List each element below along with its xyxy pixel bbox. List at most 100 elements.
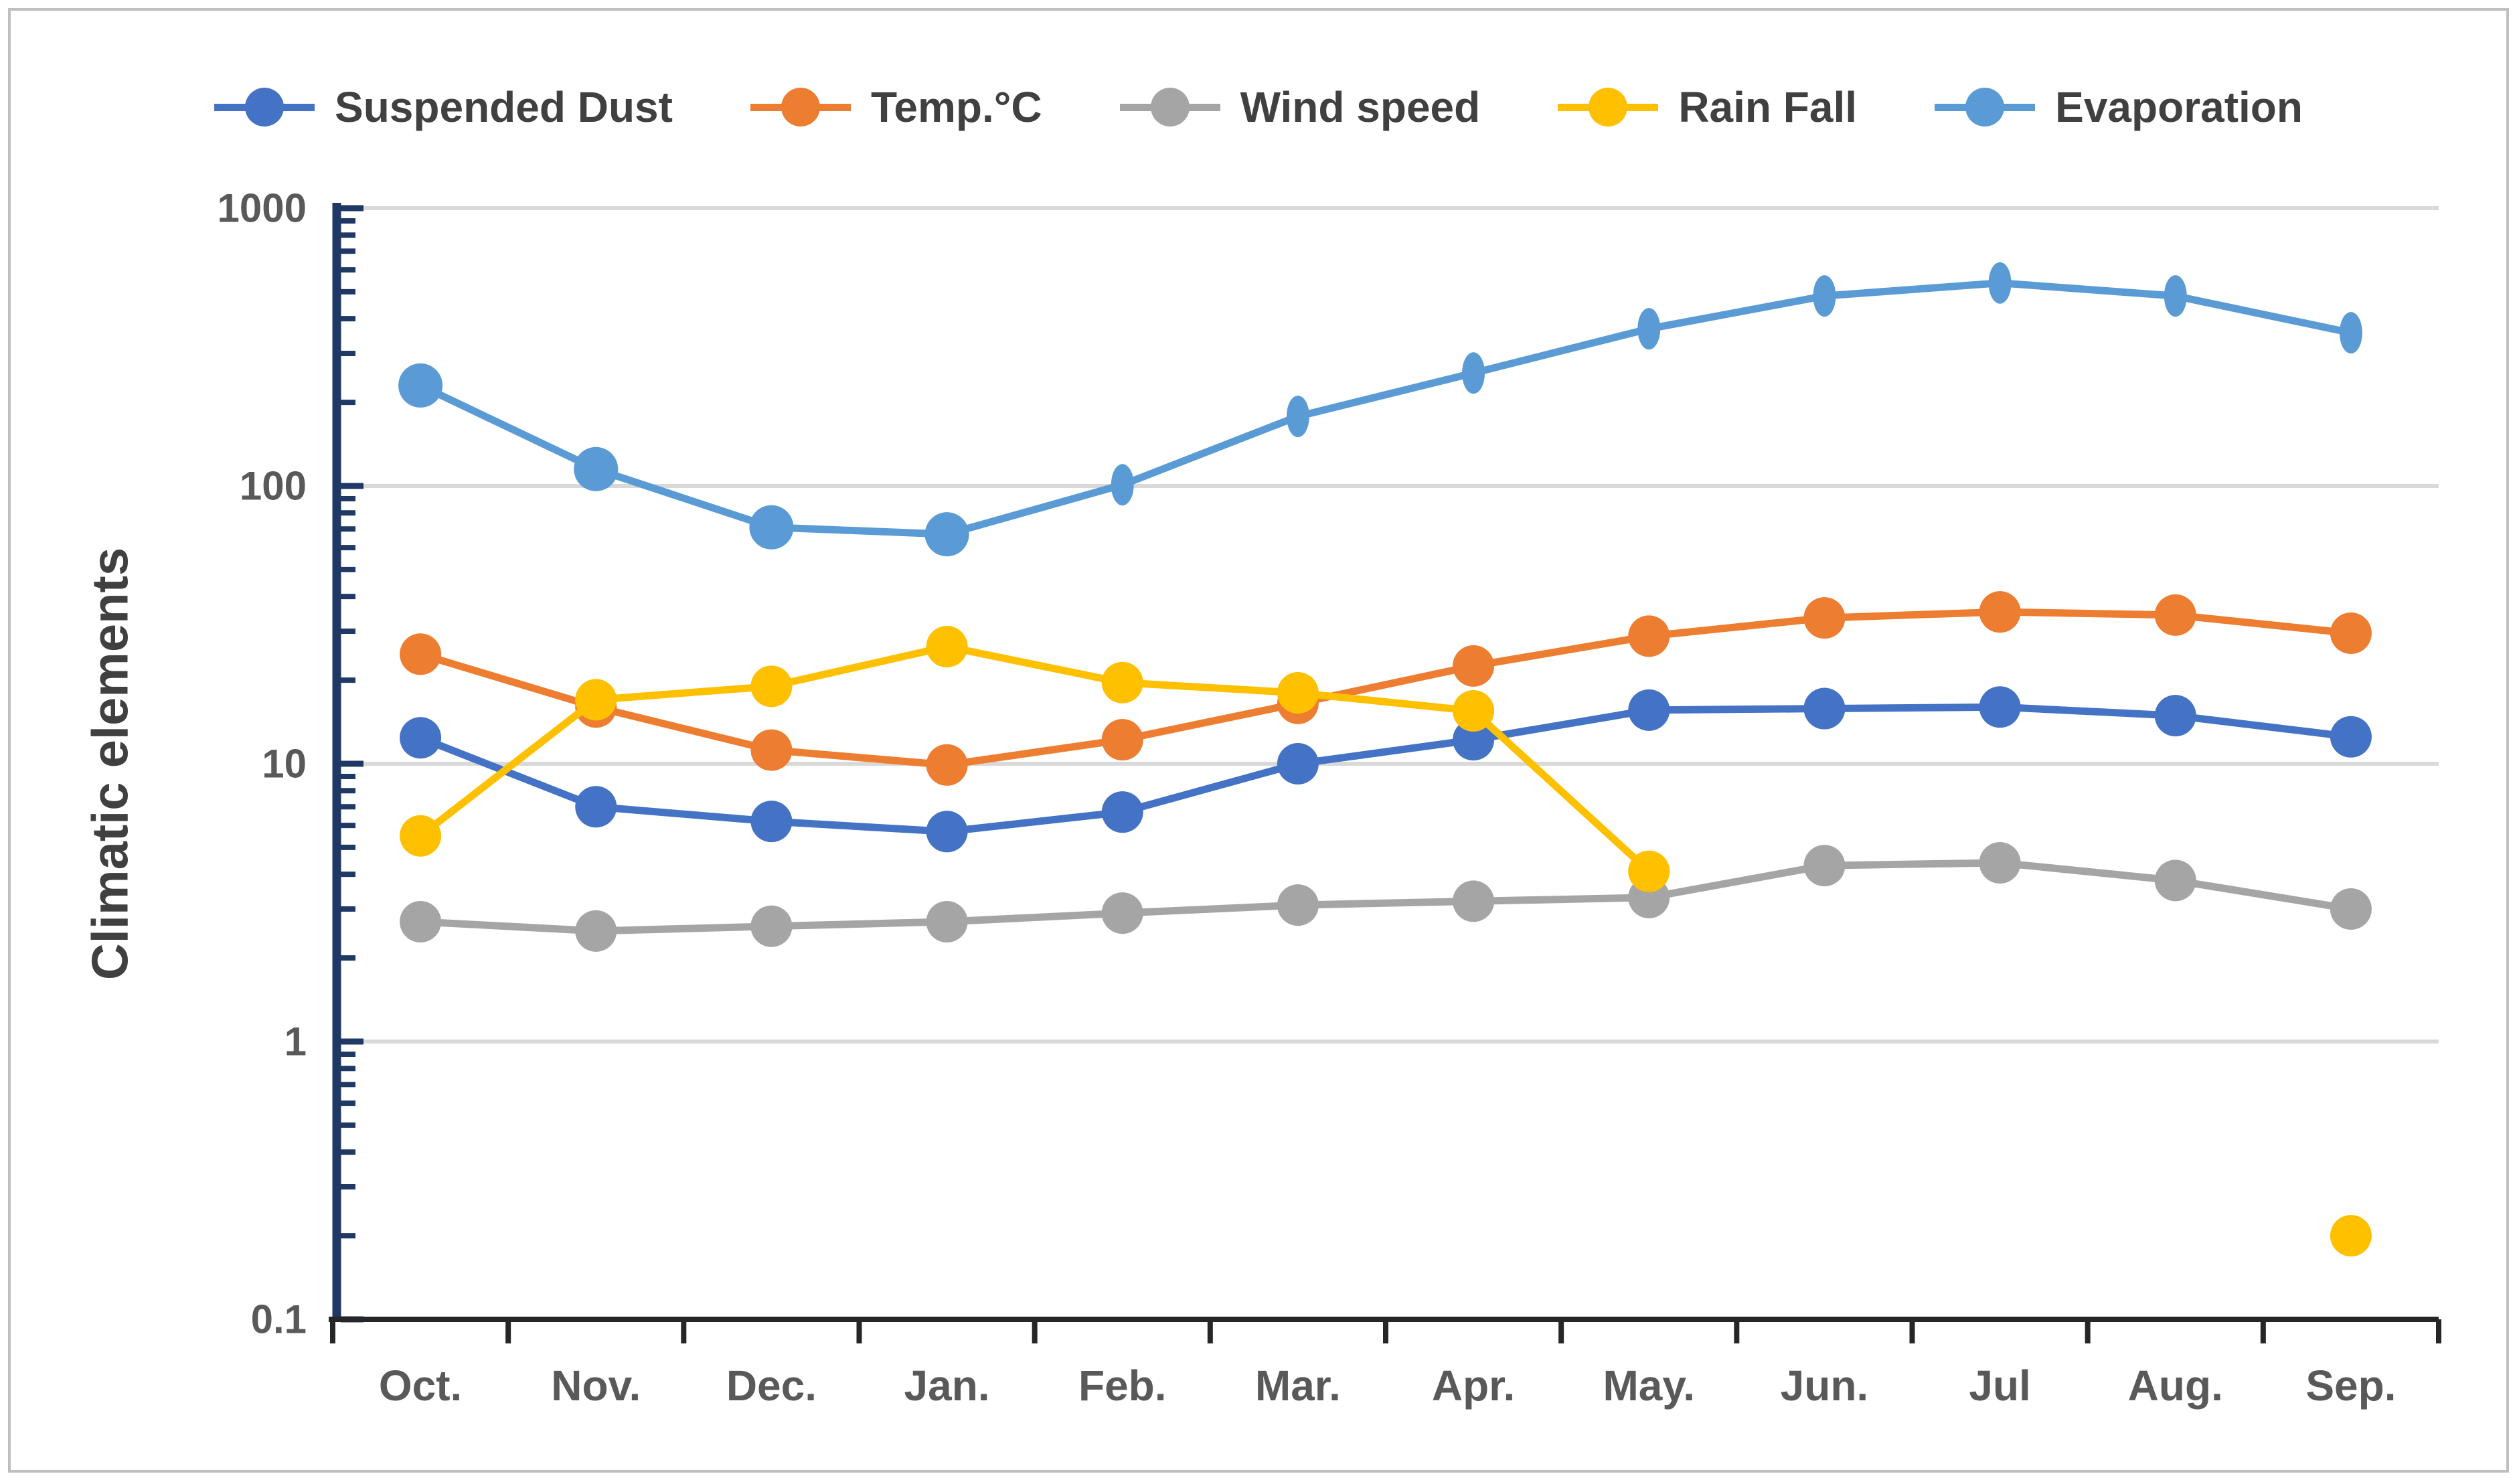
point-temp-c-10 [2155, 594, 2196, 636]
point-temp-c-0 [400, 633, 441, 675]
x-category-label: Apr. [1432, 1362, 1515, 1410]
y-tick-label: 1000 [218, 186, 307, 231]
series-line-temp-c [1649, 618, 1824, 636]
point-rain-fall-5 [1277, 672, 1319, 714]
point-rain-fall-1 [575, 679, 617, 720]
point-wind-speed-0 [400, 901, 441, 942]
point-wind-speed-4 [1102, 892, 1143, 934]
series-line-temp-c [1824, 612, 2000, 618]
point-wind-speed-2 [750, 906, 792, 947]
point-temp-c-3 [926, 744, 968, 786]
point-rain-fall-4 [1102, 662, 1143, 704]
x-category-label: Sep. [2305, 1362, 2396, 1410]
point-rain-fall-0 [400, 815, 441, 857]
series-line-suspended-dust [2176, 716, 2351, 737]
series-line-wind-speed [1824, 863, 2000, 865]
point-rain-fall-2 [750, 665, 792, 707]
x-category-label: Dec. [726, 1362, 817, 1410]
point-rain-fall-6 [1453, 690, 1494, 732]
point-rain-fall-3 [926, 626, 968, 667]
x-category-label: Feb. [1078, 1362, 1167, 1410]
point-evaporation-6 [1462, 352, 1485, 394]
point-evaporation-10 [2164, 275, 2187, 317]
series-line-evaporation [1649, 296, 1824, 329]
y-axis-title: Climatic elements [82, 548, 139, 980]
series-line-wind-speed [1649, 865, 1824, 898]
point-temp-c-7 [1628, 615, 1670, 657]
point-wind-speed-1 [575, 910, 617, 952]
series-line-temp-c [420, 654, 596, 707]
series-line-evaporation [771, 527, 947, 534]
series-line-suspended-dust [947, 812, 1123, 831]
series-line-temp-c [1473, 636, 1649, 665]
series-line-rain-fall [771, 647, 947, 686]
point-suspended-dust-11 [2330, 716, 2372, 758]
point-wind-speed-11 [2330, 888, 2372, 930]
point-evaporation-5 [1287, 396, 1309, 437]
point-evaporation-4 [1111, 464, 1134, 505]
point-evaporation-9 [1989, 262, 2012, 304]
point-evaporation-1 [574, 447, 618, 491]
series-line-evaporation [2000, 283, 2176, 296]
series-line-wind-speed [420, 922, 596, 931]
series-line-suspended-dust [2000, 707, 2176, 716]
y-tick-label: 100 [240, 464, 307, 509]
series-line-wind-speed [1473, 898, 1649, 902]
point-temp-c-6 [1453, 645, 1494, 687]
point-temp-c-4 [1102, 719, 1143, 760]
series-line-wind-speed [947, 913, 1123, 922]
series-line-wind-speed [2000, 863, 2176, 880]
series-line-evaporation [1123, 416, 1298, 485]
series-line-evaporation [947, 485, 1123, 534]
point-suspended-dust-2 [750, 801, 792, 842]
series-line-temp-c [1123, 704, 1298, 740]
point-evaporation-8 [1813, 275, 1836, 317]
point-evaporation-0 [398, 363, 442, 408]
series-line-wind-speed [1298, 901, 1473, 905]
series-line-suspended-dust [1298, 740, 1473, 764]
point-wind-speed-6 [1453, 880, 1494, 922]
point-temp-c-11 [2330, 612, 2372, 654]
x-category-label: Jul [1969, 1362, 2030, 1410]
point-temp-c-8 [1803, 597, 1845, 639]
point-evaporation-11 [2340, 312, 2362, 353]
series-line-rain-fall [1473, 711, 1649, 872]
series-line-wind-speed [771, 922, 947, 926]
x-category-label: Nov. [551, 1362, 641, 1410]
series-line-wind-speed [2176, 880, 2351, 909]
x-category-label: Aug. [2128, 1362, 2223, 1410]
series-line-temp-c [2000, 612, 2176, 615]
series-line-rain-fall [420, 699, 596, 835]
y-tick-label: 10 [262, 742, 307, 787]
series-line-rain-fall [1298, 693, 1473, 711]
series-line-wind-speed [1123, 905, 1298, 913]
point-suspended-dust-9 [1979, 686, 2021, 728]
point-wind-speed-9 [1979, 842, 2021, 884]
series-line-temp-c [2176, 615, 2351, 633]
point-temp-c-2 [750, 730, 792, 771]
point-wind-speed-5 [1277, 884, 1319, 926]
series-line-wind-speed [596, 926, 771, 931]
x-category-label: Jan. [904, 1362, 990, 1410]
y-tick-label: 0.1 [251, 1297, 307, 1342]
point-suspended-dust-0 [400, 717, 441, 758]
point-suspended-dust-3 [926, 811, 968, 852]
x-category-label: Oct. [379, 1362, 462, 1410]
point-evaporation-3 [925, 512, 969, 556]
series-line-rain-fall [947, 647, 1123, 683]
y-tick-label: 1 [285, 1019, 307, 1064]
series-line-temp-c [947, 740, 1123, 765]
x-category-label: Jun. [1781, 1362, 1869, 1410]
series-line-suspended-dust [1123, 764, 1298, 812]
point-evaporation-7 [1637, 308, 1660, 349]
series-line-evaporation [2176, 296, 2351, 333]
point-wind-speed-3 [926, 901, 968, 942]
x-category-label: Mar. [1255, 1362, 1341, 1410]
point-rain-fall-7 [1628, 851, 1670, 892]
series-line-evaporation [420, 386, 596, 469]
x-category-label: May. [1603, 1362, 1695, 1410]
series-line-suspended-dust [596, 807, 771, 821]
point-rain-fall-11 [2330, 1215, 2372, 1256]
series-line-rain-fall [596, 686, 771, 699]
